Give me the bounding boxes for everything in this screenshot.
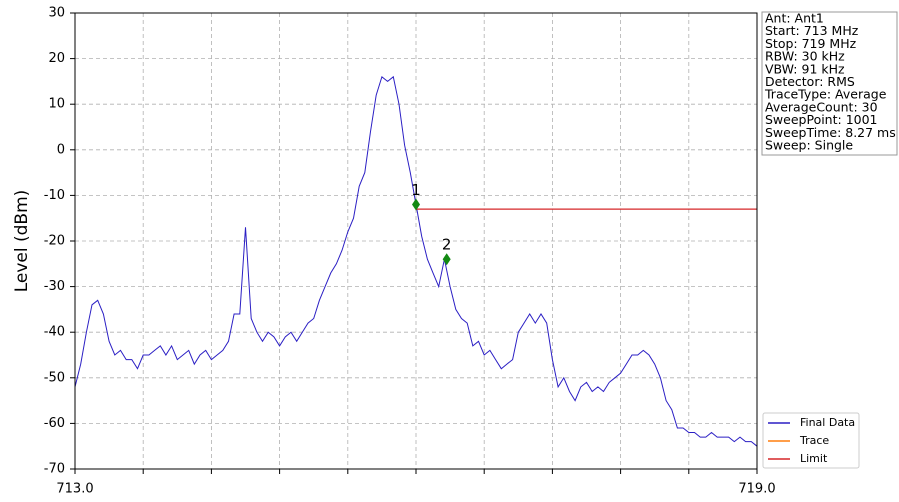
y-axis-label: Level (dBm) bbox=[12, 190, 32, 293]
y-tick-label: -20 bbox=[44, 234, 65, 249]
info-line: Detector: RMS bbox=[765, 74, 855, 89]
y-tick-label: 20 bbox=[48, 51, 65, 66]
legend-box bbox=[762, 412, 860, 469]
info-line: Start: 713 MHz bbox=[765, 23, 859, 38]
info-line: RBW: 30 kHz bbox=[765, 49, 845, 64]
info-line: AverageCount: 30 bbox=[765, 99, 878, 114]
y-tick-label: -70 bbox=[44, 462, 65, 477]
x-tick-label: 719.0 bbox=[738, 482, 775, 497]
info-box bbox=[761, 11, 898, 156]
y-tick-label: -50 bbox=[44, 370, 65, 385]
y-tick-label: 10 bbox=[48, 97, 65, 112]
info-line: SweepPoint: 1001 bbox=[765, 112, 878, 127]
y-tick-label: -40 bbox=[44, 325, 65, 340]
info-line: TraceType: Average bbox=[764, 87, 887, 102]
x-tick-label: 713.0 bbox=[56, 482, 93, 497]
info-line: SweepTime: 8.27 ms bbox=[765, 125, 896, 140]
y-tick-label: -10 bbox=[44, 188, 65, 203]
y-tick-label: -60 bbox=[44, 416, 65, 431]
y-tick-label: 30 bbox=[48, 6, 65, 21]
plot-frame bbox=[74, 12, 758, 470]
info-line: Ant: Ant1 bbox=[765, 11, 824, 26]
y-tick-label: 0 bbox=[57, 142, 65, 157]
y-tick-label: -30 bbox=[44, 279, 65, 294]
marker-label: 1 bbox=[411, 181, 421, 199]
info-line: Stop: 719 MHz bbox=[765, 36, 857, 51]
legend-label: Limit bbox=[800, 452, 828, 465]
legend-label: Trace bbox=[799, 434, 829, 447]
marker-label: 2 bbox=[442, 236, 452, 254]
legend-label: Final Data bbox=[800, 416, 855, 429]
info-line: Sweep: Single bbox=[765, 138, 853, 153]
marker bbox=[442, 253, 451, 266]
info-line: VBW: 91 kHz bbox=[765, 61, 845, 76]
marker bbox=[412, 198, 420, 211]
